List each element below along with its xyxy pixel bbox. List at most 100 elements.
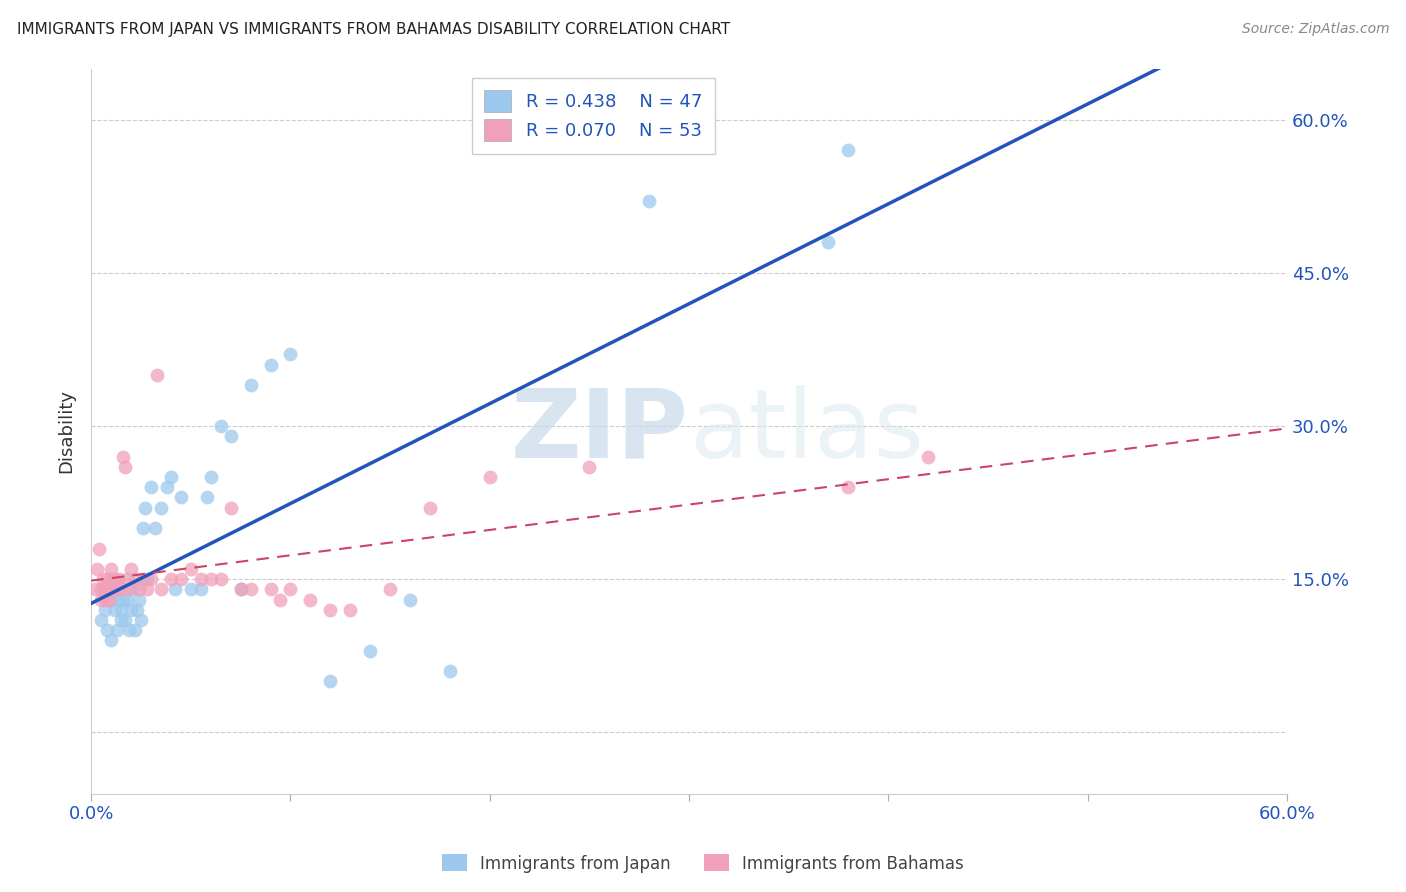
Point <box>160 572 183 586</box>
Point <box>837 480 859 494</box>
Point <box>118 624 141 638</box>
Point <box>139 572 162 586</box>
Point <box>180 582 202 597</box>
Point <box>299 592 322 607</box>
Point <box>124 624 146 638</box>
Point <box>399 592 422 607</box>
Point <box>200 572 222 586</box>
Point <box>195 491 218 505</box>
Point <box>124 572 146 586</box>
Point <box>239 378 262 392</box>
Point <box>269 592 291 607</box>
Point <box>100 562 122 576</box>
Point <box>180 562 202 576</box>
Legend: Immigrants from Japan, Immigrants from Bahamas: Immigrants from Japan, Immigrants from B… <box>434 847 972 880</box>
Point <box>98 582 121 597</box>
Point <box>96 582 118 597</box>
Point <box>156 480 179 494</box>
Point <box>96 624 118 638</box>
Point <box>118 582 141 597</box>
Point <box>280 347 302 361</box>
Point <box>100 572 122 586</box>
Point <box>120 603 142 617</box>
Point <box>917 450 939 464</box>
Point <box>114 459 136 474</box>
Point <box>132 521 155 535</box>
Point <box>108 572 131 586</box>
Point <box>160 470 183 484</box>
Point <box>128 592 150 607</box>
Point <box>170 572 193 586</box>
Point <box>125 603 148 617</box>
Point <box>219 429 242 443</box>
Point <box>110 613 132 627</box>
Point <box>319 674 342 689</box>
Point <box>359 643 381 657</box>
Point <box>170 491 193 505</box>
Point <box>114 613 136 627</box>
Text: IMMIGRANTS FROM JAPAN VS IMMIGRANTS FROM BAHAMAS DISABILITY CORRELATION CHART: IMMIGRANTS FROM JAPAN VS IMMIGRANTS FROM… <box>17 22 730 37</box>
Point <box>101 582 124 597</box>
Point <box>94 582 117 597</box>
Point <box>104 603 127 617</box>
Point <box>110 582 132 597</box>
Point <box>86 562 108 576</box>
Point <box>146 368 169 382</box>
Point <box>134 500 156 515</box>
Point <box>478 470 501 484</box>
Point <box>259 582 281 597</box>
Point <box>143 521 166 535</box>
Point <box>638 194 661 209</box>
Point <box>98 592 121 607</box>
Point <box>136 572 159 586</box>
Point <box>319 603 342 617</box>
Point <box>419 500 441 515</box>
Point <box>120 562 142 576</box>
Point <box>837 143 859 157</box>
Point <box>132 572 155 586</box>
Point <box>378 582 401 597</box>
Point <box>578 459 600 474</box>
Point <box>105 582 128 597</box>
Point <box>94 603 117 617</box>
Point <box>105 624 128 638</box>
Point <box>100 633 122 648</box>
Point <box>259 358 281 372</box>
Point <box>104 572 127 586</box>
Point <box>239 582 262 597</box>
Legend: R = 0.438    N = 47, R = 0.070    N = 53: R = 0.438 N = 47, R = 0.070 N = 53 <box>472 78 714 154</box>
Point <box>129 613 152 627</box>
Point <box>439 664 461 678</box>
Point <box>91 572 114 586</box>
Point <box>817 235 839 249</box>
Point <box>163 582 186 597</box>
Point <box>190 582 212 597</box>
Text: Source: ZipAtlas.com: Source: ZipAtlas.com <box>1241 22 1389 37</box>
Point <box>84 582 107 597</box>
Point <box>209 572 232 586</box>
Point <box>136 582 159 597</box>
Point <box>200 470 222 484</box>
Point <box>219 500 242 515</box>
Point <box>128 582 150 597</box>
Text: atlas: atlas <box>689 384 924 477</box>
Point <box>94 592 117 607</box>
Point <box>149 582 172 597</box>
Point <box>112 450 135 464</box>
Point <box>90 592 112 607</box>
Point <box>110 603 132 617</box>
Point <box>122 582 145 597</box>
Point <box>96 572 118 586</box>
Point <box>139 480 162 494</box>
Point <box>90 582 112 597</box>
Point <box>89 541 111 556</box>
Point <box>90 613 112 627</box>
Point <box>112 592 135 607</box>
Point <box>100 592 122 607</box>
Point <box>229 582 252 597</box>
Point <box>115 592 138 607</box>
Point <box>339 603 361 617</box>
Point <box>229 582 252 597</box>
Point <box>91 582 114 597</box>
Point <box>190 572 212 586</box>
